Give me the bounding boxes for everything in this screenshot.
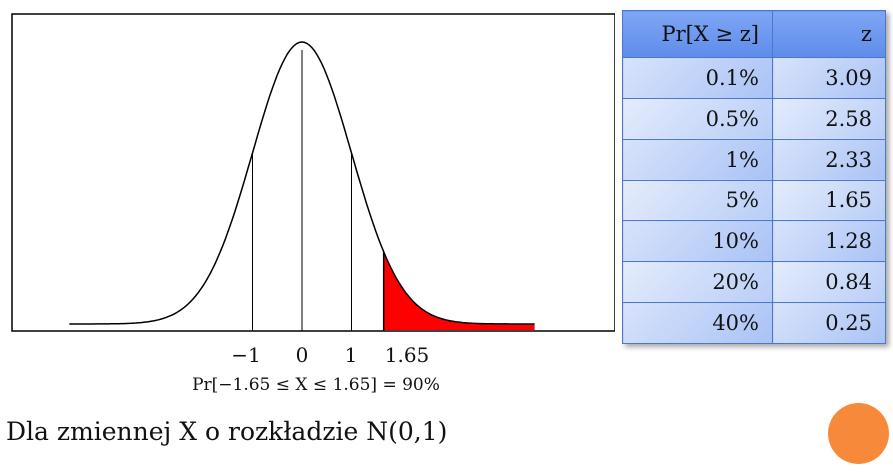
tick-label-minus-1: −1: [231, 343, 260, 367]
cell-probability: 0.1%: [622, 57, 773, 99]
z-table: Pr[X ≥ z] z 0.1% 3.09 0.5% 2.58 1% 2.33 …: [622, 10, 886, 344]
table-row: 0.1% 3.09: [622, 57, 886, 99]
table-row: 40% 0.25: [622, 302, 886, 344]
slide-caption: Dla zmiennej X o rozkładzie N(0,1): [6, 417, 448, 446]
cell-probability: 5%: [622, 179, 773, 222]
cell-probability: 1%: [622, 138, 773, 181]
tick-label-1: 1: [345, 343, 358, 367]
header-probability: Pr[X ≥ z]: [622, 10, 773, 58]
cell-z: 1.65: [772, 179, 886, 222]
table-row: 1% 2.33: [622, 138, 886, 181]
cell-z: 0.25: [772, 302, 886, 344]
bell-curve: [69, 41, 535, 325]
tick-label-1-65: 1.65: [385, 343, 430, 367]
table-row: 20% 0.84: [622, 261, 886, 304]
cell-z: 2.58: [772, 97, 886, 140]
cell-z: 0.84: [772, 261, 886, 304]
tick-label-0: 0: [296, 343, 309, 367]
table-header-row: Pr[X ≥ z] z: [622, 10, 886, 58]
cell-probability: 40%: [622, 302, 773, 344]
table-row: 10% 1.28: [622, 220, 886, 263]
cell-probability: 10%: [622, 220, 773, 263]
plot-frame: [11, 13, 615, 332]
table-row: 0.5% 2.58: [622, 97, 886, 140]
decorative-orange-circle: [828, 403, 889, 464]
z-value-table: Pr[X ≥ z] z 0.1% 3.09 0.5% 2.58 1% 2.33 …: [622, 10, 886, 344]
normal-distribution-plot: −1 0 1 1.65 Pr[−1.65 ≤ X ≤ 1.65] = 90%: [11, 13, 615, 395]
probability-formula: Pr[−1.65 ≤ X ≤ 1.65] = 90%: [192, 375, 440, 395]
cell-probability: 0.5%: [622, 97, 773, 140]
cell-z: 1.28: [772, 220, 886, 263]
header-z: z: [772, 10, 886, 58]
upper-tail-shaded-area: [383, 251, 535, 330]
table-row: 5% 1.65: [622, 179, 886, 222]
cell-z: 3.09: [772, 57, 886, 99]
cell-z: 2.33: [772, 138, 886, 181]
cell-probability: 20%: [622, 261, 773, 304]
